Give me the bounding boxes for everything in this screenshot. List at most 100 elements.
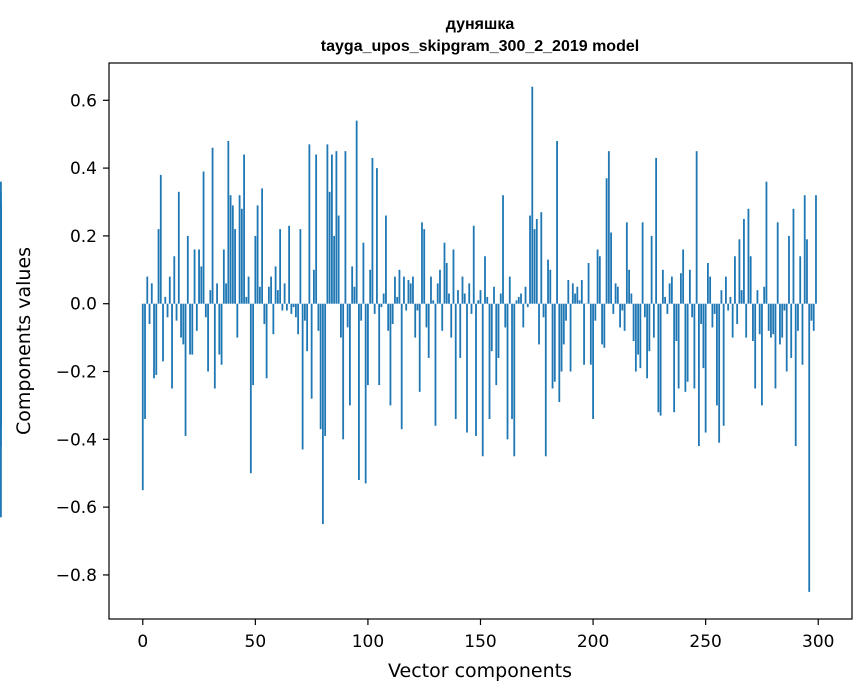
bar-128 (430, 276, 432, 304)
bar-48 (249, 303, 252, 474)
bar-4 (150, 283, 153, 304)
bar-undefined (0, 181, 2, 304)
bar-42 (236, 303, 239, 338)
bar-286 (785, 303, 788, 372)
bar-206 (605, 178, 608, 304)
bar-99 (364, 303, 367, 484)
bar-series (0, 86, 817, 592)
bar-222 (641, 222, 644, 304)
bar-253 (711, 303, 714, 328)
x-tick-label-200: 200 (577, 632, 609, 652)
bar-69 (297, 303, 300, 335)
bar-141 (459, 303, 462, 358)
bar-245 (693, 303, 696, 389)
bar-277 (765, 181, 768, 304)
bar-294 (803, 195, 806, 304)
bar-117 (405, 303, 408, 311)
bar-68 (294, 303, 297, 318)
bar-231 (661, 269, 664, 304)
bar-187 (562, 303, 565, 345)
bar-211 (616, 286, 619, 304)
bar-72 (303, 303, 306, 321)
bar-43 (238, 195, 241, 304)
bar-280 (772, 303, 775, 335)
bar-198 (587, 263, 590, 304)
bar-292 (799, 256, 802, 304)
chart-title: дуняшка (446, 16, 515, 33)
bar-74 (308, 144, 311, 304)
y-tick-label-5: 0.2 (70, 227, 97, 247)
bar-71 (301, 303, 304, 450)
bar-170 (524, 286, 527, 304)
bar-51 (256, 205, 259, 304)
bar-225 (648, 303, 651, 352)
bar-279 (770, 303, 772, 338)
bar-96 (358, 303, 360, 480)
bar-249 (702, 303, 705, 369)
bar-230 (659, 303, 662, 416)
bar-181 (549, 269, 552, 304)
bar-195 (580, 279, 583, 304)
bar-102 (371, 157, 374, 304)
bar-97 (360, 303, 363, 321)
x-tick-label-300: 300 (802, 632, 834, 652)
bar-262 (731, 303, 734, 338)
y-tick-label-1: −0.6 (56, 498, 97, 518)
bar-296 (808, 303, 811, 592)
bar-291 (797, 303, 799, 331)
plot-frame (108, 62, 853, 620)
bar-254 (713, 303, 716, 314)
bar-240 (682, 249, 685, 304)
bar-58 (272, 303, 275, 335)
bar-76 (312, 269, 315, 304)
bar-221 (639, 303, 642, 369)
bar-274 (758, 303, 761, 335)
bar-59 (274, 266, 277, 304)
y-axis-label: Components values (13, 247, 35, 435)
bar-67 (292, 303, 295, 308)
bar-179 (544, 303, 547, 457)
bar-250 (704, 303, 707, 433)
bar-85 (333, 235, 336, 304)
bar-119 (409, 283, 412, 304)
bar-40 (231, 205, 234, 304)
bar-14 (173, 256, 176, 304)
bar-167 (517, 296, 520, 304)
bar-95 (355, 120, 358, 304)
bar-214 (623, 303, 626, 331)
bar-150 (479, 290, 482, 304)
bar-273 (756, 290, 759, 304)
bar-6 (155, 303, 158, 375)
bar-182 (551, 303, 554, 389)
bar-undefined (0, 252, 2, 304)
bar-281 (774, 303, 777, 389)
y-tick-label-6: 0.4 (70, 159, 97, 179)
bar-158 (497, 303, 500, 358)
x-axis-label: Vector components (388, 660, 572, 682)
bar-27 (202, 171, 205, 304)
bar-248 (700, 303, 703, 325)
bar-62 (281, 303, 284, 311)
bar-122 (416, 303, 419, 311)
bar-123 (418, 303, 421, 392)
bar-159 (499, 293, 502, 304)
bar-81 (324, 303, 327, 436)
bar-45 (243, 154, 245, 304)
bar-112 (394, 276, 396, 304)
bar-263 (734, 256, 736, 304)
bar-89 (342, 303, 345, 440)
bar-3 (148, 303, 151, 325)
bar-55 (265, 303, 268, 379)
bar-113 (396, 296, 399, 304)
bar-258 (722, 303, 725, 426)
bar-241 (684, 303, 687, 392)
bar-125 (423, 229, 426, 304)
bar-1 (144, 303, 146, 419)
bar-155 (490, 303, 493, 352)
bar-209 (612, 303, 615, 314)
bar-255 (716, 303, 718, 406)
bar-35 (220, 303, 223, 365)
bar-54 (263, 303, 266, 325)
bar-218 (632, 303, 635, 341)
bar-79 (319, 303, 322, 430)
